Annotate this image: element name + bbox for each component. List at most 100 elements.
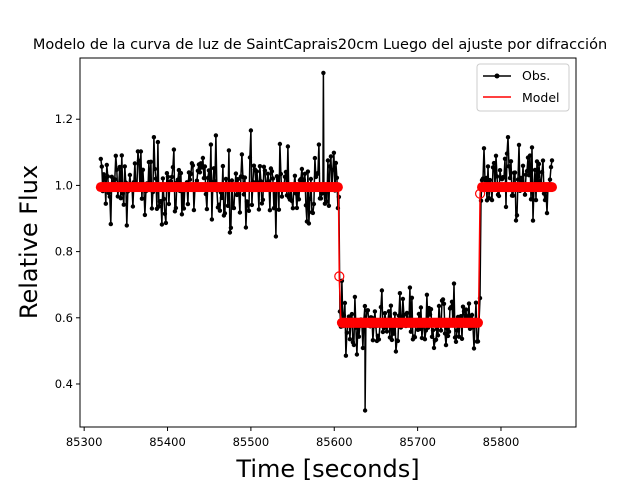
obs-point [483,175,489,181]
obs-point [312,155,318,161]
obs-point [187,177,193,182]
obs-point [246,208,252,213]
obs-point [237,210,243,215]
obs-point [510,193,516,198]
obs-point [282,174,288,179]
obs-point [418,305,424,310]
obs-point [209,217,215,222]
obs-point [518,175,524,181]
obs-point [416,311,422,317]
plot-frame [79,57,577,428]
obs-point [539,169,545,175]
x-tick-label: 85500 [233,435,270,449]
y-tick-label: 0.4 [55,377,73,391]
y-tick-label: 0.6 [55,311,73,325]
obs-point [132,161,138,166]
obs-point [501,175,507,180]
obs-point [318,196,324,201]
obs-point [395,338,401,344]
obs-point [148,159,154,164]
obs-point [475,339,481,344]
obs-point [217,208,223,213]
obs-point [315,170,321,176]
obs-point [328,154,334,159]
obs-point [251,163,257,168]
obs-point [466,301,472,306]
obs-point [257,164,263,169]
obs-point [244,199,250,204]
obs-point [389,337,395,343]
obs-point [532,167,538,173]
obs-point [524,168,530,174]
obs-point [327,164,333,169]
obs-point [542,197,548,203]
obs-point [324,199,330,204]
obs-point [151,135,157,140]
obs-point [261,164,267,169]
obs-point [489,197,495,203]
x-tick-label: 85600 [316,435,353,449]
obs-point [299,166,305,172]
obs-point [228,225,234,230]
series-model-line [100,186,553,324]
obs-point [471,346,477,351]
obs-point [431,345,437,351]
obs-point [188,171,194,177]
obs-point [344,330,350,335]
obs-point [262,168,268,173]
obs-point [378,304,384,310]
obs-point [512,170,518,175]
obs-point [507,175,513,181]
obs-point [459,336,465,341]
obs-point [343,353,349,358]
obs-point [356,334,362,339]
obs-point [231,205,237,211]
obs-point [225,203,231,208]
obs-point [375,333,381,338]
obs-point [491,160,497,166]
obs-point [430,328,436,333]
obs-point [449,299,455,304]
obs-point [222,211,228,216]
obs-point [205,175,211,181]
obs-point [216,202,222,207]
obs-point [289,198,295,204]
obs-point [279,194,285,199]
obs-point [316,142,322,147]
obs-point [242,175,248,180]
obs-point [112,177,118,182]
y-axis: 0.4 0.6 0.8 1.0 1.2 [55,112,80,391]
obs-point [544,210,550,216]
obs-point [448,305,454,310]
x-axis-label: Time [seconds] [235,455,419,480]
obs-point [428,307,434,312]
obs-point [549,158,555,163]
obs-point [108,221,114,227]
obs-point [310,210,316,216]
obs-point [269,169,275,174]
obs-point [341,313,347,318]
obs-point [404,310,410,316]
x-tick-label: 85400 [149,435,186,449]
obs-point [514,213,520,218]
obs-point [445,333,451,339]
obs-point [254,169,260,174]
obs-point [490,165,496,170]
obs-point [520,163,526,168]
obs-point [259,201,265,206]
obs-point [485,164,491,169]
obs-point [487,177,493,183]
y-tick-label: 1.2 [55,112,73,126]
obs-point [178,170,184,176]
obs-point [306,221,312,226]
obs-point [121,202,127,207]
obs-point [103,201,109,206]
obs-point [283,169,289,175]
obs-point [530,218,536,223]
obs-point [105,174,111,179]
obs-point [241,192,247,197]
obs-point [99,164,105,169]
obs-point [376,337,382,342]
obs-point [172,209,178,214]
legend: Obs. Model [476,63,570,112]
